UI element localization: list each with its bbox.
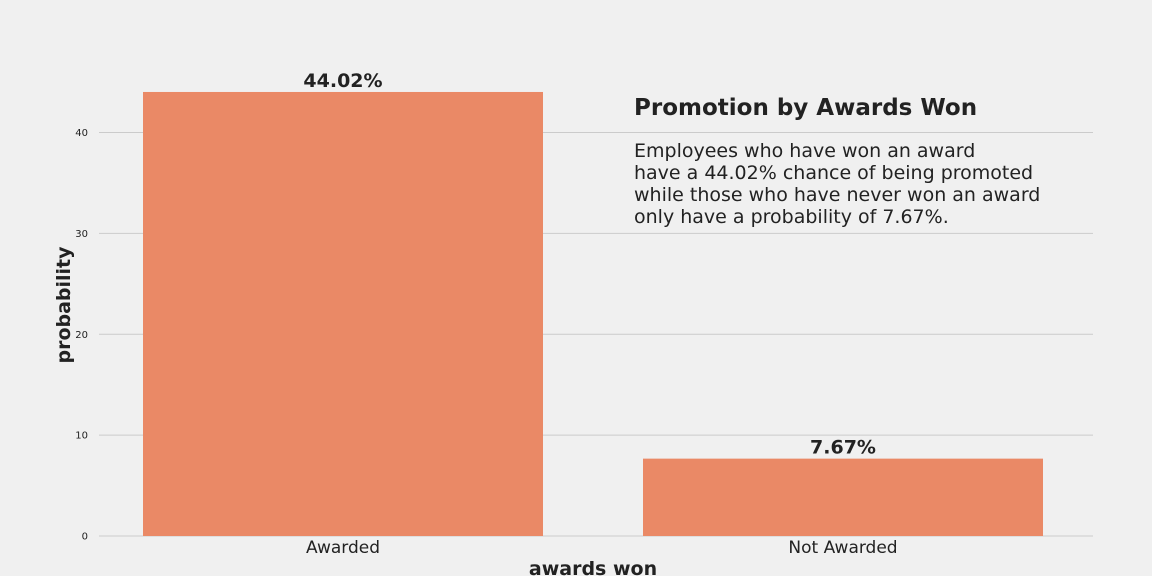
y-tick-label-4: 40 [75,128,88,139]
x-tick-label-1: Not Awarded [788,538,897,558]
annotation-title: Promotion by Awards Won [634,95,977,121]
y-tick-label-2: 20 [75,330,88,341]
bar-1 [643,458,1043,536]
y-tick-label-1: 10 [75,431,88,442]
x-tick-labels: Awarded Not Awarded [306,538,898,558]
bars [143,91,1043,537]
annotation-line-3: while those who have never won an award [634,184,1040,206]
annotation-line-1: Employees who have won an award [634,140,975,162]
data-label-1: 7.67% [810,437,876,459]
x-axis-label: awards won [529,558,657,576]
annotation-line-4: only have a probability of 7.67%. [634,206,949,228]
y-axis-label: probability [53,246,75,364]
annotation-line-2: have a 44.02% chance of being promoted [634,162,1033,184]
bar-0 [143,91,543,537]
data-label-0: 44.02% [303,70,382,92]
y-tick-label-0: 0 [82,532,88,543]
data-labels: 44.02% 7.67% [303,70,876,459]
y-tick-label-3: 30 [75,229,88,240]
y-tick-labels: 0 10 20 30 40 [75,128,88,542]
x-tick-label-0: Awarded [306,538,380,558]
